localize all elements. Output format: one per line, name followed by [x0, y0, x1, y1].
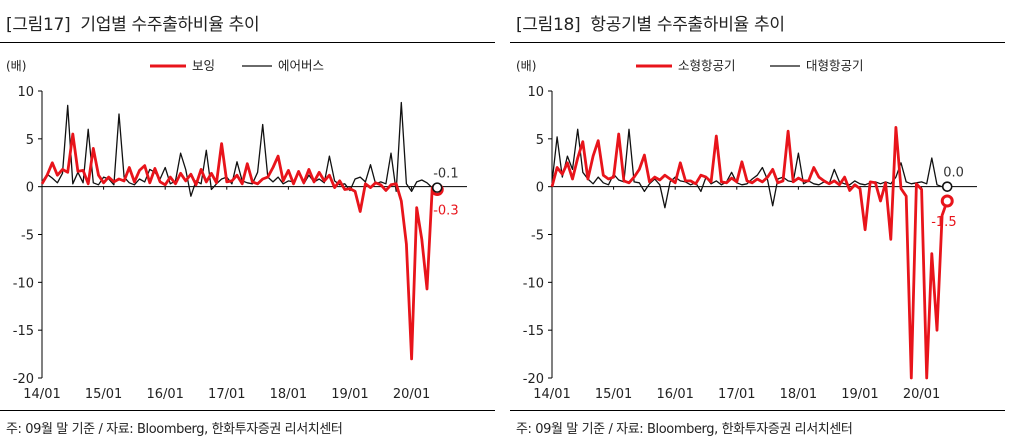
- x-tick-label: 14/01: [23, 387, 60, 402]
- figure-title: [그림17] 기업별 수주출하비율 추이: [6, 10, 260, 35]
- figure-number: [그림18]: [516, 15, 581, 35]
- end-value-label-에어버스: -0.1: [433, 167, 458, 182]
- y-tick-label: -5: [21, 229, 34, 244]
- y-tick-label: -5: [531, 229, 544, 244]
- legend-label-보잉: 보잉: [192, 58, 215, 73]
- end-value-label-보잉: -0.3: [433, 204, 458, 219]
- y-tick-label: -15: [13, 324, 34, 339]
- y-tick-label: -15: [523, 324, 544, 339]
- end-marker-대형항공기: [941, 181, 953, 192]
- figure-title-text: 기업별 수주출하비율 추이: [80, 15, 260, 35]
- end-value-label-소형항공기: -1.5: [931, 215, 956, 230]
- title-rule: [0, 42, 495, 43]
- x-tick-label: 16/01: [146, 387, 183, 402]
- y-tick-label: 5: [26, 133, 34, 148]
- footer-rule: [0, 410, 495, 411]
- x-tick-label: 19/01: [331, 387, 368, 402]
- footer-rule: [510, 410, 1005, 411]
- end-value-label-대형항공기: 0.0: [943, 166, 964, 181]
- x-tick-label: 19/01: [841, 387, 878, 402]
- x-tick-label: 15/01: [85, 387, 122, 402]
- y-tick-label: 10: [527, 85, 544, 100]
- y-tick-label: 0: [536, 181, 544, 196]
- x-tick-label: 18/01: [270, 387, 307, 402]
- x-tick-label: 20/01: [393, 387, 430, 402]
- x-tick-label: 15/01: [595, 387, 632, 402]
- y-tick-label: 10: [17, 85, 34, 100]
- y-tick-label: 5: [536, 133, 544, 148]
- legend-label-소형항공기: 소형항공기: [678, 58, 736, 73]
- chart-panel-aircraft-size: [그림18] 항공기별 수주출하비율 추이 (배) 소형항공기 대형항공기 10 5 0 -5…: [510, 0, 1005, 447]
- y-axis-unit: (배): [6, 59, 26, 73]
- end-marker-에어버스: [431, 182, 443, 193]
- x-tick-label: 16/01: [656, 387, 693, 402]
- title-rule: [510, 42, 1005, 43]
- x-tick-label: 17/01: [718, 387, 755, 402]
- figure-number: [그림17]: [6, 15, 71, 35]
- legend-label-대형항공기: 대형항공기: [806, 58, 864, 73]
- y-axis-unit: (배): [516, 59, 536, 73]
- y-tick-label: -20: [13, 372, 34, 387]
- series-line-보잉: [40, 132, 438, 361]
- x-tick-label: 14/01: [533, 387, 570, 402]
- x-tick-label: 20/01: [903, 387, 940, 402]
- source-note: 주: 09월 말 기준 / 자료: Bloomberg, 한화투자증권 리서치센…: [6, 422, 343, 437]
- chart-panel-boeing-airbus: [그림17] 기업별 수주출하비율 추이 (배) 보잉 에어버스 10 5 0 -5 -10 -1…: [0, 0, 495, 447]
- y-tick-label: -20: [523, 372, 544, 387]
- y-tick-label: 0: [26, 181, 34, 196]
- figure-title: [그림18] 항공기별 수주출하비율 추이: [516, 10, 785, 35]
- y-tick-label: -10: [13, 276, 34, 291]
- x-tick-label: 18/01: [780, 387, 817, 402]
- x-tick-label: 17/01: [208, 387, 245, 402]
- legend-label-에어버스: 에어버스: [278, 58, 324, 73]
- y-tick-label: -10: [523, 276, 544, 291]
- figure-title-text: 항공기별 수주출하비율 추이: [590, 15, 785, 35]
- source-note: 주: 09월 말 기준 / 자료: Bloomberg, 한화투자증권 리서치센…: [516, 422, 853, 437]
- series-line-소형항공기: [550, 126, 949, 380]
- end-marker-소형항공기: [940, 194, 954, 208]
